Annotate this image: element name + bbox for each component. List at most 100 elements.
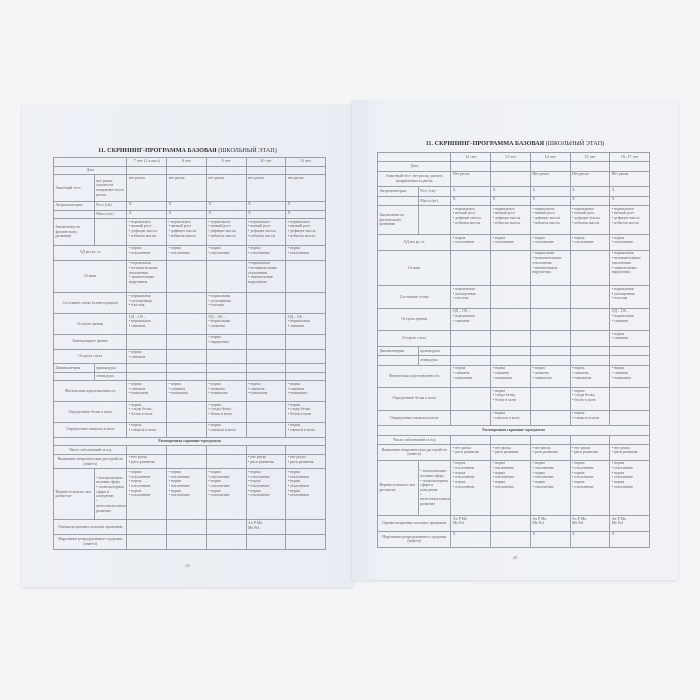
table-cell: • норма • отклонение <box>245 244 287 261</box>
table-cell <box>166 259 207 294</box>
table-cell <box>529 161 571 172</box>
table-row: Острота слуха • норма • снижена <box>52 348 326 365</box>
table-cell: ОД – OS – • нормальная • снижена <box>285 313 326 335</box>
table-cell <box>285 371 326 382</box>
row-label: Дата <box>52 165 128 176</box>
row-sublabel: Рост (см) <box>93 201 128 211</box>
left-page: 11. СКРИНИНГ-ПРОГРАММА БАЗОВАЯ (ШКОЛЬНЫЙ… <box>22 105 353 587</box>
row-label: Осанка <box>376 249 452 287</box>
table-row: Анкетный тест: нет риска, указать на напр… <box>53 174 326 202</box>
row-sublabel <box>93 218 128 246</box>
table-cell: • норма • снижена • повышена <box>285 380 326 403</box>
table-cell <box>245 363 287 373</box>
table-cell: X <box>529 530 571 549</box>
table-cell <box>245 445 287 455</box>
table-cell <box>529 409 571 427</box>
table-cell <box>529 387 571 411</box>
table-cell <box>205 371 247 382</box>
table-cell <box>245 401 287 423</box>
table-row: Дата <box>52 165 326 176</box>
table-row: Определение белка в моче • норма • следы … <box>52 401 326 423</box>
section-heading: Расширенная скрининг-программа <box>377 425 650 436</box>
row-label <box>53 209 95 220</box>
row-label: Динамометрия <box>53 363 95 373</box>
table-cell <box>490 249 531 287</box>
table-row: Нервно-психичес-кое раз-витие • эмоционал… <box>377 459 650 517</box>
title-bold: 11. СКРИНИНГ-ПРОГРАММА БАЗОВАЯ <box>98 147 217 154</box>
row-label: Антропометрия: <box>377 186 419 197</box>
table-cell: • нормальное • низкий рост • дефицит мас… <box>285 218 326 246</box>
screening-table: 12 лет 13 лет 14 лет 15 лет 16–17 лет Дата Анк… <box>376 151 650 549</box>
table-cell: • нет риска • риск развития <box>609 444 650 461</box>
table-row: Острота зрения ОД – OS – • нормальная • с… <box>376 307 650 332</box>
table-cell <box>490 515 531 532</box>
table-row: Масса (кг) X X X X X <box>377 195 650 207</box>
table-row: Число заболеваний за год <box>52 445 326 455</box>
table-cell: • норма • снижена • повышена <box>569 364 611 389</box>
table-row: левая рука <box>53 371 326 382</box>
table-row: Заключение по физическому развитию • норм… <box>377 205 650 236</box>
table-cell <box>569 355 611 366</box>
table-cell <box>450 330 492 348</box>
table-cell: X <box>450 530 492 549</box>
table-cell <box>490 330 531 348</box>
table-cell: • норма • глюкоза в моче <box>490 409 531 427</box>
table-cell <box>126 519 168 536</box>
table-cell: X <box>609 186 650 197</box>
row-label: Заключение по физическому развитию <box>377 205 419 236</box>
table-cell: • норма • следы белка • белок в моче <box>205 401 247 423</box>
column-header: 8 лет <box>166 157 207 167</box>
table-cell: • норма • отклонение <box>450 234 492 251</box>
table-cell: • нет риска • риск развития <box>490 444 531 461</box>
table-cell: • норма • снижена • повышена <box>245 380 287 403</box>
table-cell: • норма • отклонение <box>609 234 650 251</box>
table-cell <box>166 445 207 455</box>
table-row: Нарушение репродуктивного здоровья (анке… <box>52 534 326 550</box>
table-cell <box>245 421 287 438</box>
table-cell: • нормальное • низкий рост • дефицит мас… <box>609 205 650 236</box>
table-cell <box>126 371 168 382</box>
table-cell: • норма • снижена • повышена <box>450 364 492 389</box>
table-cell: X <box>126 201 168 211</box>
table-row: Выявление невротических расстройств (анк… <box>52 453 326 470</box>
row-label <box>53 371 95 382</box>
table-cell: • норма • отклонение • норма • отклонени… <box>450 459 492 517</box>
row-label: Состояние стопы (плантограмма) <box>52 292 128 315</box>
table-cell: • норма • снижена • повышена <box>529 364 571 389</box>
table-cell <box>205 363 247 373</box>
page-title: 11. СКРИНИНГ-ПРОГРАММА БАЗОВАЯ (ШКОЛЬНЫЙ… <box>22 147 353 154</box>
header-blank <box>376 151 452 163</box>
table-cell: • норма • отклонение <box>285 244 326 261</box>
table-cell <box>529 330 571 348</box>
table-row: АД мм рт. ст. • норма • отклонение • норма… <box>376 234 650 251</box>
table-cell <box>285 534 326 550</box>
table-cell <box>529 434 571 446</box>
table-cell <box>490 285 531 309</box>
table-cell: • нормальное • низкий рост • дефицит мас… <box>245 218 287 246</box>
table-cell <box>450 387 492 411</box>
table-cell <box>450 249 492 287</box>
table-cell <box>609 355 650 366</box>
table-cell: ОД – OS – • нормальная • снижена <box>126 313 168 335</box>
table-cell <box>166 348 207 365</box>
table-cell <box>285 292 326 315</box>
table-cell: • норма • отклонение • норма • отклонени… <box>205 468 247 521</box>
table-cell: • норма • отклонение • норма • отклонени… <box>529 459 571 517</box>
table-cell: X <box>569 186 611 197</box>
table-cell: ОД – OS – • нормальная • снижена <box>450 307 492 332</box>
table-row: Антропометрия: Рост (см) X X X X X <box>53 201 326 211</box>
table-cell: • норма • глюкоза в моче <box>285 421 326 438</box>
table-cell <box>569 346 611 357</box>
right-page: 11. СКРИНИНГ-ПРОГРАММА БАЗОВАЯ (ШКОЛЬНЫЙ… <box>352 100 678 580</box>
screening-table: 7 лет (1 класс) 8 лет 9 лет 10 лет 11 лет Дат… <box>52 157 326 550</box>
row-sublabel <box>417 205 452 236</box>
table-cell: • норма • следы белка • белок в моче <box>126 401 168 423</box>
table-cell: • нормальное • низкий рост • дефицит мас… <box>205 218 247 246</box>
page-number: 28 <box>185 563 190 568</box>
table-row: Заключение по физическому развитию • норм… <box>53 218 326 246</box>
table-cell: Нет риска <box>450 170 492 188</box>
row-label: Определение глюкозы в моче <box>376 409 452 427</box>
table-cell <box>245 534 287 550</box>
table-cell <box>609 434 650 446</box>
table-row: Нарушение репродуктивного здоровья (анке… <box>376 530 650 549</box>
